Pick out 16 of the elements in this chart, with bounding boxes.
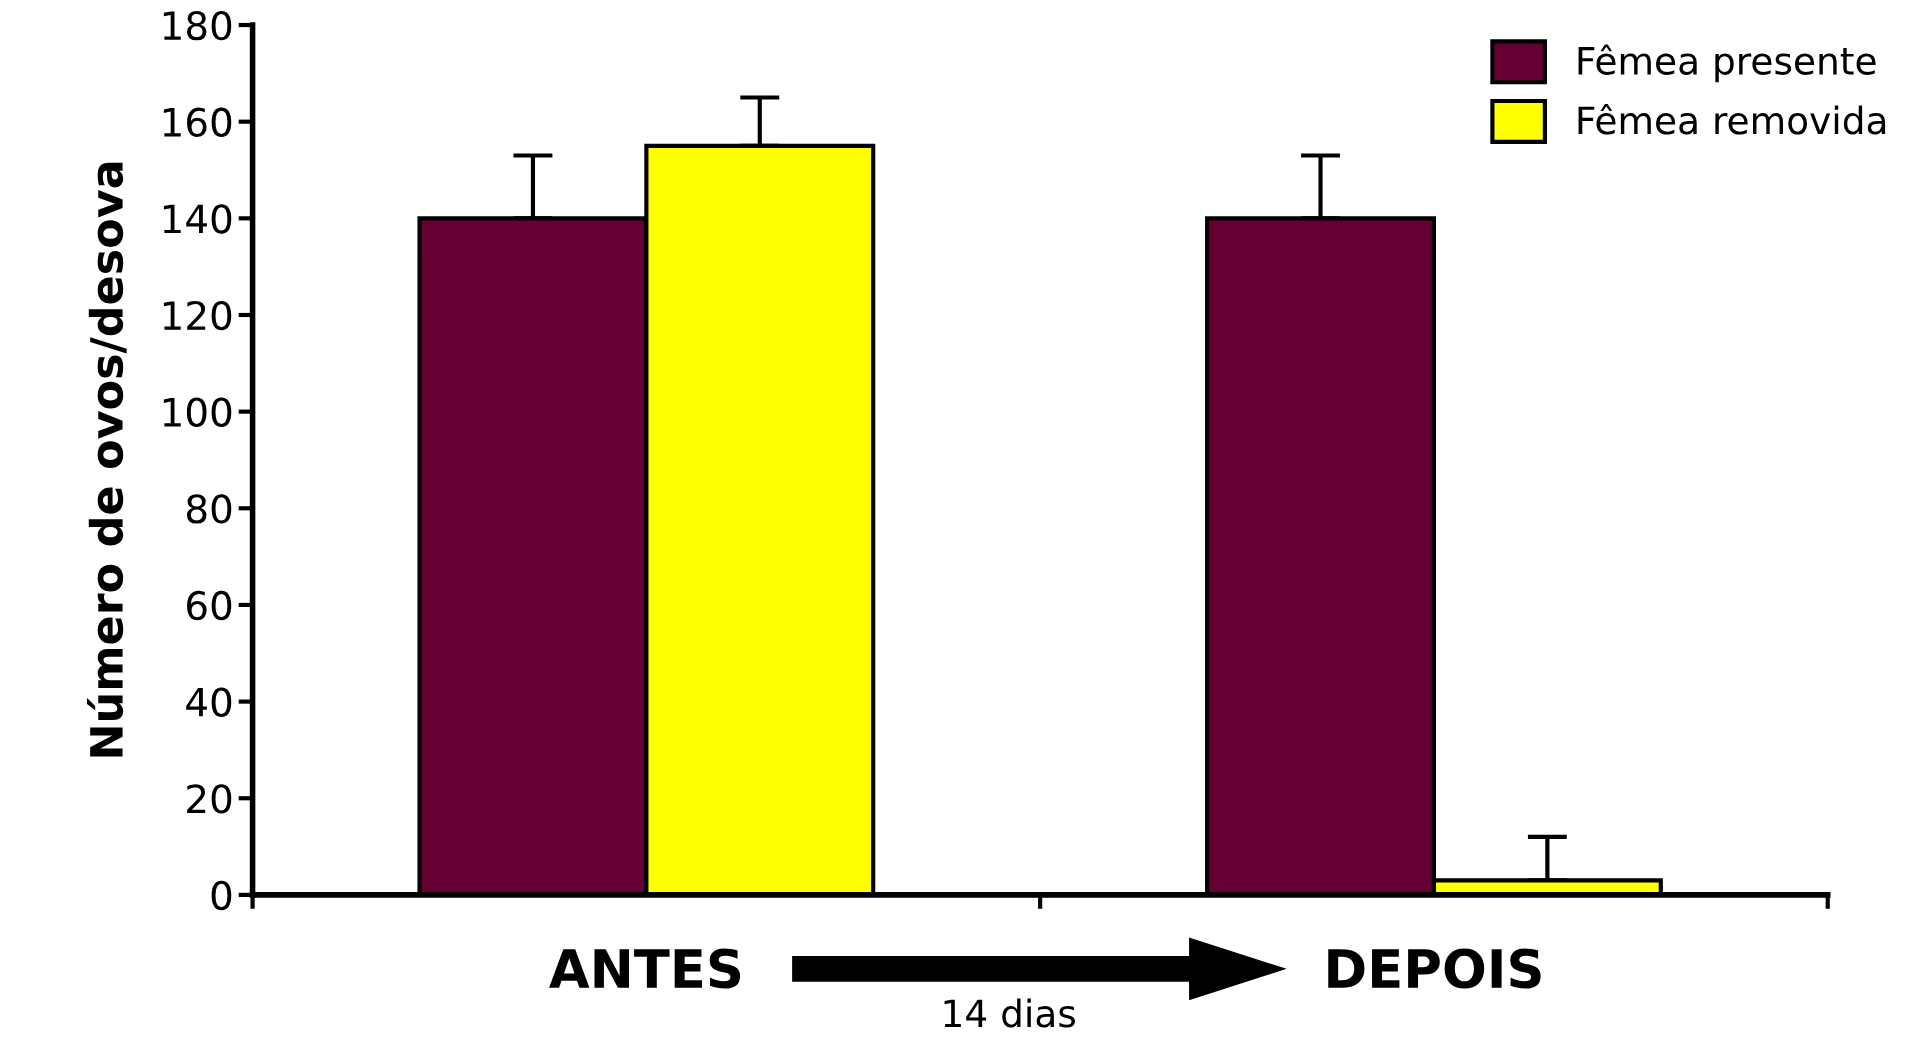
y-tick-label: 0: [211, 880, 232, 911]
y-tick-label: 100: [163, 397, 232, 427]
y-tick-label: 120: [163, 300, 232, 331]
y-tick-label: 20: [187, 784, 232, 814]
y-tick-label: 140: [163, 204, 232, 234]
x-tick-label: DEPOIS: [1328, 948, 1541, 989]
y-tick-label: 80: [186, 494, 232, 524]
y-axis-title: Número de ovos/desova: [87, 162, 127, 757]
y-tick-label: 60: [187, 590, 232, 621]
text: 14 dias: [944, 998, 1076, 1028]
legend-label: Fêmea removida: [1578, 104, 1886, 135]
y-tick-label: 160: [163, 107, 232, 138]
x-tick-label: ANTES: [549, 948, 741, 989]
legend-label: Fêmea presente: [1578, 44, 1876, 83]
y-tick-label: 180: [163, 10, 232, 41]
y-tick-label: 40: [186, 687, 232, 717]
